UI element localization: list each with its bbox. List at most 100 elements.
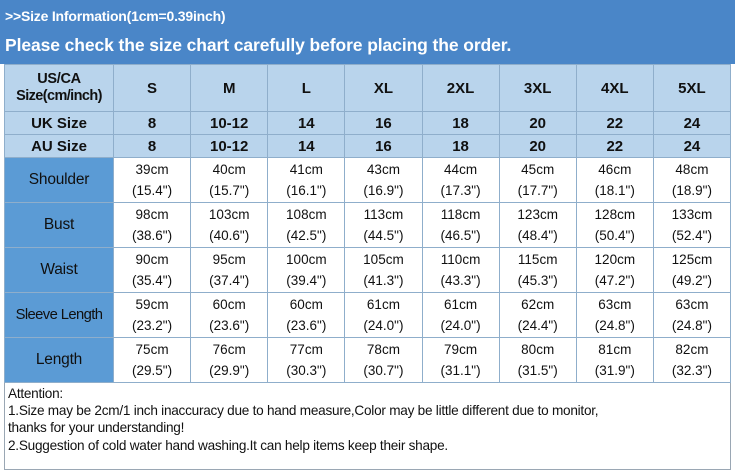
column-header-l: L [267, 64, 346, 112]
cell-value: 10-12 [190, 134, 269, 158]
cell-value: 24 [652, 134, 732, 158]
measurement-cell: 43cm (16.9") [344, 157, 423, 203]
table-row: Waist 90cm (35.4") 95cm (37.4") 100cm (39.4") 1… [4, 247, 732, 293]
measurement-cm: 90cm [135, 252, 169, 267]
measurement-inch: (29.5") [132, 363, 173, 378]
column-header-5xl: 5XL [652, 64, 732, 112]
measurement-cm: 98cm [135, 207, 169, 222]
measurement-inch: (23.2") [132, 318, 173, 333]
measurement-inch: (38.6") [132, 228, 173, 243]
table-row: UK Size 8 10-12 14 16 18 20 22 24 [4, 111, 732, 135]
attention-note-1-line-1: 1.Size may be 2cm/1 inch inaccuracy due … [8, 403, 599, 419]
measurement-cm: 60cm [289, 297, 323, 312]
measurement-cell: 77cm (30.3") [267, 337, 346, 383]
measurement-cm: 81cm [598, 342, 632, 357]
measurement-cell: 81cm (31.9") [575, 337, 654, 383]
measurement-label-shoulder: Shoulder [4, 157, 114, 203]
measurement-cm: 45cm [521, 162, 555, 177]
measurement-inch: (32.3") [671, 363, 712, 378]
measurement-cell: 128cm (50.4") [575, 202, 654, 248]
measurement-inch: (40.6") [209, 228, 250, 243]
measurement-cm: 48cm [675, 162, 709, 177]
measurement-inch: (43.3") [440, 273, 481, 288]
corner-label-line-2: Size(cm/inch) [16, 88, 102, 104]
measurement-inch: (45.3") [517, 273, 558, 288]
measurement-inch: (16.1") [286, 183, 327, 198]
measurement-inch: (23.6") [286, 318, 327, 333]
measurement-cell: 110cm (43.3") [421, 247, 500, 293]
measurement-inch: (17.7") [517, 183, 558, 198]
cell-value: 20 [498, 134, 577, 158]
measurement-cm: 79cm [444, 342, 478, 357]
measurement-cm: 125cm [671, 252, 713, 267]
banner-subtitle: >>Size Information(1cm=0.39inch) [5, 8, 226, 24]
size-chart-body: US/CA Size(cm/inch) S M L XL 2XL 3XL 4XL 5XL UK Si… [4, 64, 732, 383]
measurement-inch: (24.4") [517, 318, 558, 333]
measurement-cell: 63cm (24.8") [575, 292, 654, 338]
measurement-inch: (18.1") [594, 183, 635, 198]
measurement-cell: 46cm (18.1") [575, 157, 654, 203]
cell-value: 14 [267, 134, 346, 158]
size-chart-table: US/CA Size(cm/inch) S M L XL 2XL 3XL 4XL 5XL UK Si… [4, 64, 732, 383]
measurement-cell: 59cm (23.2") [112, 292, 192, 338]
measurement-inch: (24.8") [671, 318, 712, 333]
measurement-cell: 113cm (44.5") [344, 202, 423, 248]
measurement-cell: 45cm (17.7") [498, 157, 577, 203]
table-row: US/CA Size(cm/inch) S M L XL 2XL 3XL 4XL 5XL [4, 64, 732, 112]
measurement-inch: (52.4") [671, 228, 712, 243]
measurement-cm: 100cm [286, 252, 327, 267]
measurement-cell: 98cm (38.6") [112, 202, 192, 248]
column-header-m: M [190, 64, 269, 112]
cell-value: 20 [498, 111, 577, 135]
measurement-cell: 108cm (42.5") [267, 202, 346, 248]
measurement-cell: 39cm (15.4") [112, 157, 192, 203]
cell-value: 18 [421, 111, 500, 135]
measurement-cm: 105cm [363, 252, 404, 267]
measurement-cell: 133cm (52.4") [652, 202, 732, 248]
measurement-cm: 120cm [594, 252, 636, 267]
measurement-inch: (24.8") [594, 318, 635, 333]
measurement-inch: (46.5") [440, 228, 481, 243]
measurement-cell: 100cm (39.4") [267, 247, 346, 293]
measurement-cell: 125cm (49.2") [652, 247, 732, 293]
measurement-cell: 48cm (18.9") [652, 157, 732, 203]
measurement-cm: 61cm [444, 297, 478, 312]
measurement-cm: 82cm [675, 342, 709, 357]
measurement-cell: 115cm (45.3") [498, 247, 577, 293]
measurement-cm: 110cm [440, 252, 481, 267]
measurement-cell: 40cm (15.7") [190, 157, 269, 203]
measurement-inch: (50.4") [594, 228, 635, 243]
cell-value: 14 [267, 111, 346, 135]
measurement-cm: 77cm [289, 342, 323, 357]
measurement-cm: 41cm [289, 162, 323, 177]
measurement-cm: 39cm [135, 162, 169, 177]
attention-title: Attention: [8, 386, 63, 401]
size-information-banner: >>Size Information(1cm=0.39inch) Please … [0, 0, 735, 64]
measurement-cm: 115cm [517, 252, 558, 267]
measurement-cm: 113cm [363, 207, 404, 222]
table-row: Sleeve Length 59cm (23.2") 60cm (23.6") 60cm (… [4, 292, 732, 338]
measurement-inch: (44.5") [363, 228, 404, 243]
measurement-cm: 108cm [286, 207, 327, 222]
measurement-cm: 76cm [212, 342, 246, 357]
measurement-inch: (35.4") [132, 273, 173, 288]
measurement-cm: 59cm [135, 297, 169, 312]
measurement-inch: (31.1") [440, 363, 481, 378]
measurement-cm: 128cm [594, 207, 636, 222]
measurement-cell: 62cm (24.4") [498, 292, 577, 338]
measurement-inch: (15.7") [209, 183, 250, 198]
measurement-cm: 63cm [598, 297, 632, 312]
cell-value: 8 [112, 111, 192, 135]
measurement-cm: 43cm [366, 162, 400, 177]
column-header-4xl: 4XL [575, 64, 654, 112]
measurement-cell: 118cm (46.5") [421, 202, 500, 248]
measurement-inch: (42.5") [286, 228, 327, 243]
measurement-cell: 44cm (17.3") [421, 157, 500, 203]
header-corner-label: US/CA Size(cm/inch) [4, 64, 114, 112]
size-chart-table-wrapper: US/CA Size(cm/inch) S M L XL 2XL 3XL 4XL 5XL UK Si… [4, 64, 732, 383]
measurement-cm: 44cm [444, 162, 478, 177]
measurement-cm: 103cm [208, 207, 250, 222]
measurement-inch: (17.3") [440, 183, 481, 198]
measurement-cm: 80cm [521, 342, 555, 357]
